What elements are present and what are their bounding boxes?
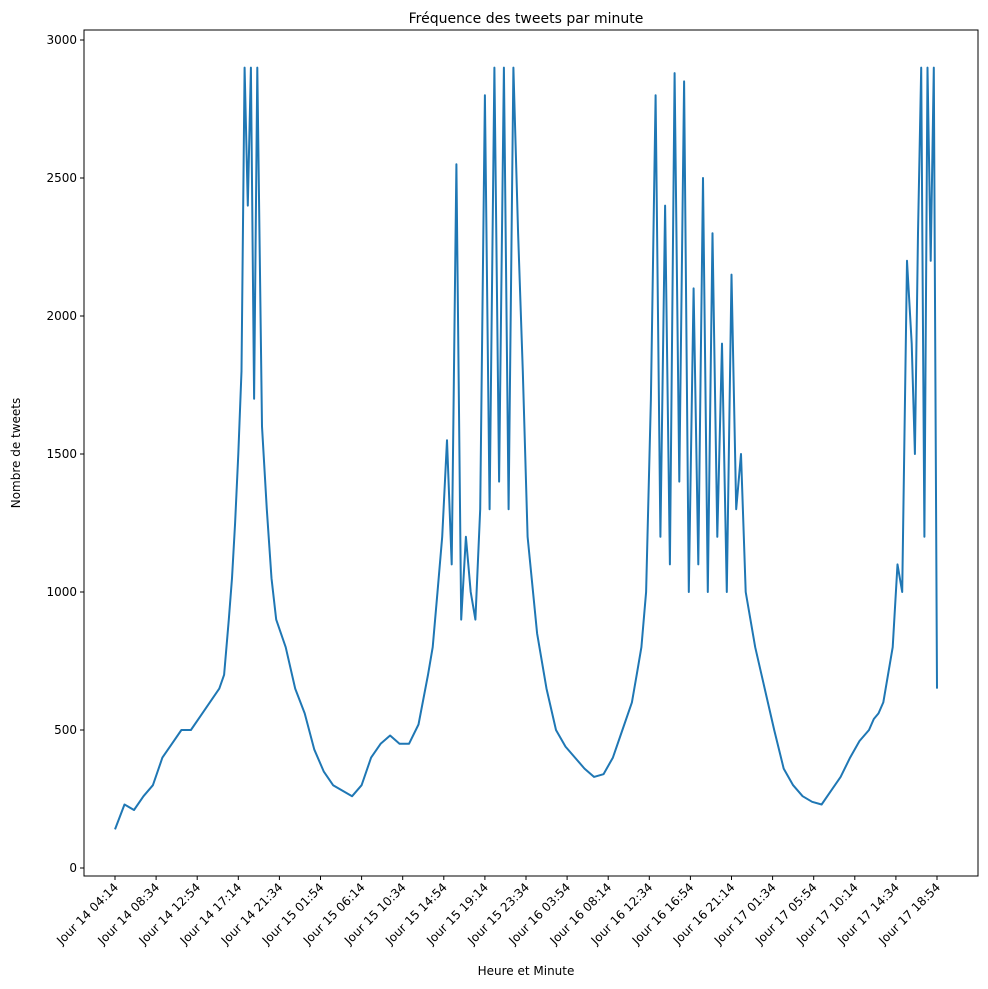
y-tick-label: 0 <box>69 861 77 875</box>
y-axis: 0 500 1000 1500 2000 2500 3000 <box>46 33 84 875</box>
y-tick-label: 500 <box>54 723 77 737</box>
chart-title: Fréquence des tweets par minute <box>409 11 644 27</box>
plot-frame <box>83 29 979 877</box>
y-tick-label: 2500 <box>46 171 77 185</box>
y-tick-label: 1500 <box>46 447 77 461</box>
series-layer <box>114 66 938 830</box>
y-tick-label: 1000 <box>46 585 77 599</box>
y-tick-label: 3000 <box>46 33 77 47</box>
y-axis-title: Nombre de tweets <box>9 398 23 509</box>
series-line <box>114 66 938 830</box>
x-axis-title: Heure et Minute <box>478 964 575 978</box>
y-tick-label: 2000 <box>46 309 77 323</box>
